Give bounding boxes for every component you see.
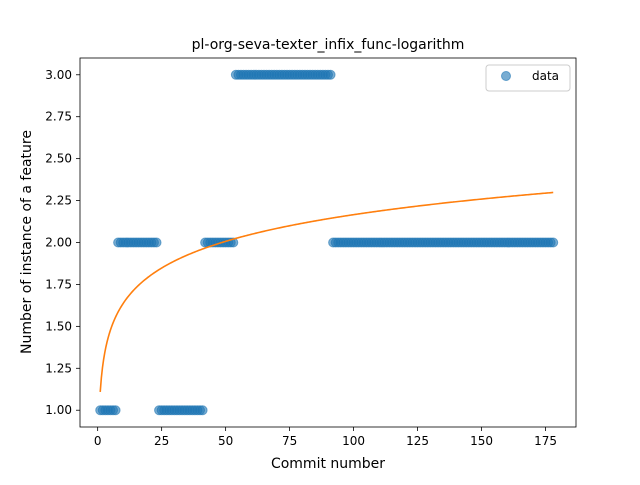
x-tick-label: 25 [154,434,169,448]
x-tick-label: 125 [406,434,429,448]
chart-title: pl-org-seva-texter_infix_func-logarithm [192,37,465,53]
y-axis-label: Number of instance of a feature [19,130,35,354]
y-tick-label: 2.00 [45,236,72,250]
x-tick-label: 0 [94,434,102,448]
legend-entry-label: data [532,69,559,83]
y-tick-label: 2.50 [45,152,72,166]
y-tick-label: 2.75 [45,110,72,124]
data-point [325,69,336,80]
x-tick-label: 175 [534,434,557,448]
y-tick-label: 3.00 [45,68,72,82]
x-tick-label: 100 [342,434,365,448]
y-tick-label: 1.00 [45,403,72,417]
y-axis-ticks: 1.00 1.25 1.50 1.75 2.00 2.25 2.50 2.75 3.00 [45,68,80,417]
y-tick-label: 2.25 [45,194,72,208]
plot-marks [95,69,559,416]
y-tick-label: 1.50 [45,319,72,333]
x-tick-label: 75 [282,434,297,448]
y-tick-label: 1.75 [45,277,72,291]
y-tick-label: 1.25 [45,361,72,375]
data-point [197,405,208,416]
data-point [151,237,162,248]
data-point [110,405,121,416]
x-axis-ticks: 0 25 50 75 100 125 150 175 [94,427,557,448]
legend: data [485,64,571,92]
x-axis-label: Commit number [271,456,385,472]
fit-line [99,191,554,393]
legend-marker [501,71,511,81]
data-point [548,237,559,248]
x-tick-label: 150 [470,434,493,448]
x-tick-label: 50 [218,434,233,448]
